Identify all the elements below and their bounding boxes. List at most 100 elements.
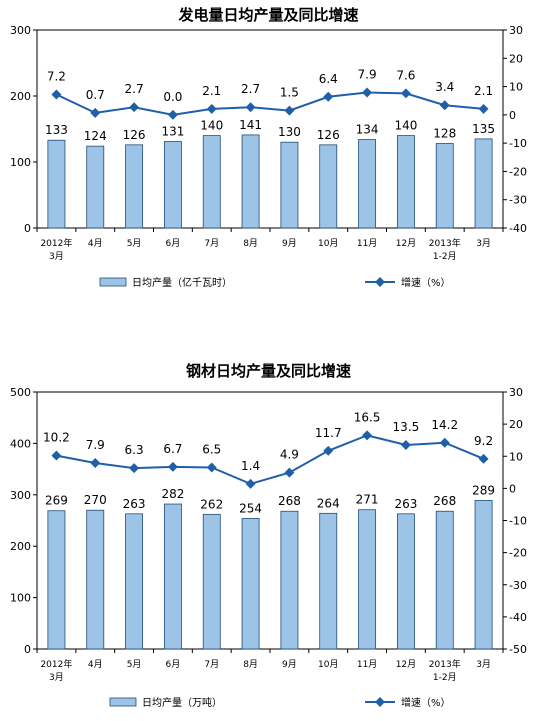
- growth-value-label: 7.9: [86, 438, 105, 452]
- growth-point: [167, 461, 178, 472]
- growth-point: [478, 453, 489, 464]
- x-axis-tick-label: 10月: [318, 659, 338, 670]
- bar: [163, 503, 182, 650]
- bar: [86, 509, 105, 650]
- bar-value-label: 264: [317, 496, 340, 510]
- growth-point: [245, 102, 256, 113]
- bar-value-label: 140: [200, 119, 223, 133]
- bar-value-label: 262: [200, 497, 223, 511]
- growth-value-label: 2.1: [474, 84, 493, 98]
- growth-point: [478, 103, 489, 114]
- legend-bar-label: 日均产量（亿千瓦时）: [132, 276, 232, 289]
- left-axis-tick-label: 400: [10, 437, 31, 450]
- growth-value-label: 10.2: [43, 431, 70, 445]
- x-axis-tick-label: 11月: [357, 238, 377, 249]
- bar: [358, 139, 377, 229]
- right-axis-tick-label: 10: [509, 81, 523, 94]
- right-axis-tick-label: 30: [509, 24, 523, 37]
- growth-value-label: 6.3: [125, 443, 144, 457]
- legend-bar-swatch: [109, 697, 137, 707]
- bar-value-label: 133: [45, 123, 68, 137]
- growth-value-label: 7.6: [396, 68, 415, 82]
- growth-value-label: 1.5: [280, 86, 299, 100]
- bar: [125, 144, 144, 229]
- growth-point: [323, 91, 334, 102]
- growth-point: [362, 430, 373, 441]
- x-axis-tick-label: 5月: [127, 238, 142, 249]
- bar: [280, 141, 299, 229]
- x-axis-tick-label: 2012年: [40, 658, 72, 670]
- x-axis-tick-label: 1-2月: [433, 251, 457, 262]
- left-axis-tick-label: 100: [10, 156, 31, 169]
- x-axis-tick-label: 12月: [396, 659, 416, 670]
- growth-value-label: 6.7: [163, 442, 182, 456]
- bar: [435, 143, 454, 229]
- bar: [474, 138, 493, 229]
- bar-value-label: 126: [317, 128, 340, 142]
- growth-point: [284, 467, 295, 478]
- left-axis-tick-label: 200: [10, 540, 31, 553]
- growth-value-label: 0.0: [163, 90, 182, 104]
- chart-title-power: 发电量日均产量及同比增速: [178, 6, 359, 24]
- growth-point: [206, 103, 217, 114]
- growth-value-label: 9.2: [474, 434, 493, 448]
- x-axis-tick-label: 6月: [166, 238, 181, 249]
- growth-point: [51, 89, 62, 100]
- bar-value-label: 254: [239, 501, 262, 515]
- x-axis-tick-label: 11月: [357, 659, 377, 670]
- bar: [241, 134, 260, 229]
- bar: [47, 510, 66, 650]
- bar: [163, 141, 182, 229]
- growth-point: [90, 458, 101, 468]
- growth-point: [167, 109, 178, 120]
- x-axis-tick-label: 3月: [49, 251, 64, 262]
- growth-point: [439, 437, 450, 448]
- power-output-chart: 0 100 200 300 -40 -30 -20 -10 0 10 20 30 2012年 3月 4月 5月…: [10, 24, 527, 289]
- growth-point: [362, 87, 373, 98]
- x-axis-tick-label: 7月: [204, 238, 219, 249]
- bar: [280, 510, 299, 650]
- bar-value-label: 271: [356, 493, 379, 507]
- bar: [241, 518, 260, 650]
- x-axis-tick-label: 2013年: [429, 658, 461, 670]
- growth-point: [439, 100, 450, 111]
- left-axis-tick-label: 500: [10, 386, 31, 399]
- growth-point: [129, 463, 140, 474]
- x-axis-tick-label: 7月: [204, 659, 219, 670]
- left-axis-tick-label: 0: [24, 643, 31, 656]
- bar-value-label: 128: [433, 127, 456, 141]
- x-axis-tick-label: 12月: [396, 238, 416, 249]
- growth-value-label: 7.9: [358, 68, 377, 82]
- x-axis-tick-label: 5月: [127, 659, 142, 670]
- growth-line: [55, 91, 484, 116]
- legend-line-marker: [375, 277, 385, 287]
- bar-value-label: 134: [356, 123, 379, 137]
- right-axis-tick-label: -40: [509, 611, 527, 624]
- growth-point: [284, 105, 295, 116]
- left-axis-tick-label: 100: [10, 592, 31, 605]
- growth-point: [206, 462, 217, 473]
- bar-value-label: 268: [278, 494, 301, 508]
- bar-value-label: 270: [84, 493, 107, 507]
- bar: [474, 500, 493, 650]
- bar: [202, 513, 221, 650]
- x-axis-tick-label: 3月: [476, 238, 491, 249]
- right-axis-tick-label: -20: [509, 165, 527, 178]
- growth-point: [51, 450, 62, 461]
- bar: [202, 135, 221, 229]
- x-axis-tick-label: 3月: [476, 659, 491, 670]
- right-axis-tick-label: 20: [509, 418, 523, 431]
- right-axis-tick-label: 10: [509, 450, 523, 463]
- right-axis-tick-label: -10: [509, 515, 527, 528]
- bar-value-label: 141: [239, 118, 262, 132]
- x-axis-tick-label: 1-2月: [433, 672, 457, 683]
- growth-value-label: 13.5: [393, 420, 420, 434]
- bar: [396, 513, 415, 650]
- right-axis-tick-label: 0: [509, 109, 516, 122]
- x-axis-tick-label: 2012年: [40, 237, 72, 249]
- legend-line-marker: [375, 697, 385, 707]
- growth-point: [245, 478, 256, 489]
- bar-value-label: 140: [394, 119, 417, 133]
- right-axis-tick-label: -50: [509, 643, 527, 656]
- x-axis-tick-label: 4月: [88, 238, 103, 249]
